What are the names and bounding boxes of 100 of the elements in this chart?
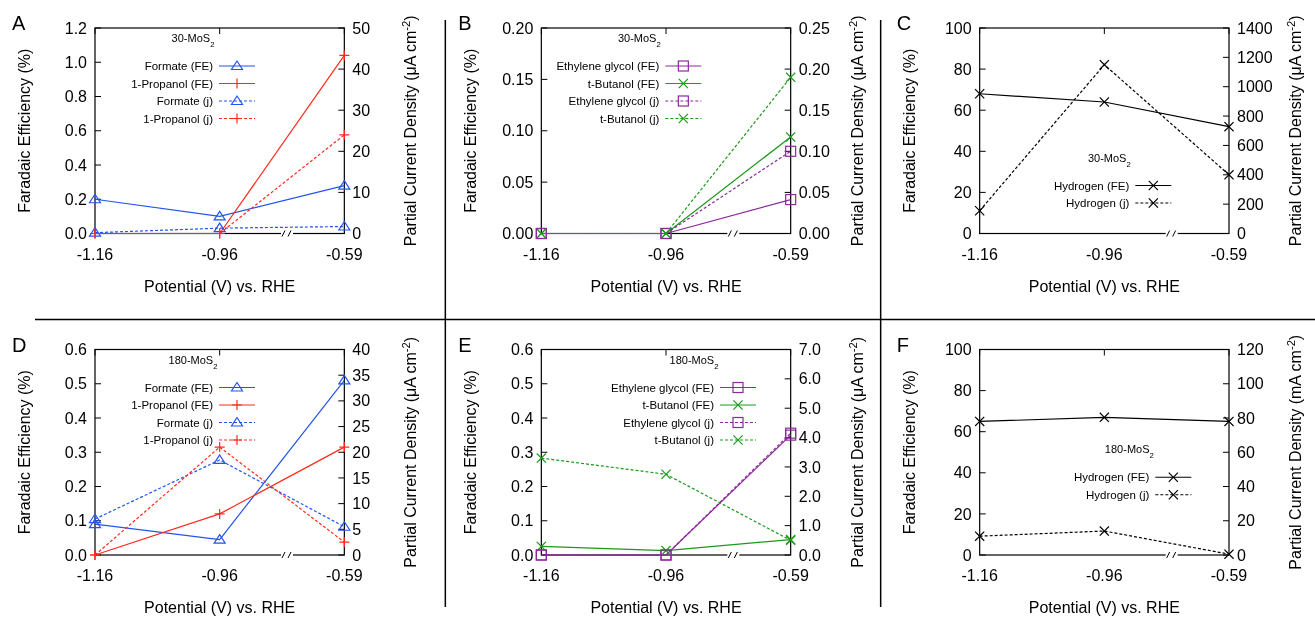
y-tick-label: 100 — [944, 19, 972, 37]
x-tick-label: -0.59 — [772, 245, 809, 263]
y-tick-label: 0.6 — [511, 341, 534, 359]
x-axis-title: Potential (V) vs. RHE — [590, 599, 742, 616]
y2-tick-label: 1400 — [1237, 19, 1273, 37]
x-axis-title: Potential (V) vs. RHE — [1028, 277, 1180, 295]
legend-label: 1-Propanol (j) — [143, 112, 214, 125]
legend-label: t-Butanol (j) — [599, 112, 660, 125]
y-tick-label: 0.05 — [502, 173, 534, 191]
legend-label: Hydrogen (FE) — [1073, 471, 1150, 484]
y-tick-label: 0.1 — [64, 512, 88, 530]
y-axis-title: Faradaic Efficiency (%) — [900, 370, 918, 535]
legend-label: 1-Propanol (FE) — [131, 77, 214, 90]
y-tick-label: 0.0 — [511, 546, 534, 564]
y2-tick-label: 0.10 — [798, 142, 830, 160]
y2-tick-label: 120 — [1237, 341, 1264, 359]
y-tick-label: 20 — [953, 505, 972, 523]
legend-label: Formate (FE) — [144, 381, 214, 394]
y-tick-label: 0.0 — [64, 225, 88, 243]
y2-tick-label: 40 — [352, 60, 371, 78]
y-tick-label: 0.3 — [511, 443, 534, 461]
y-tick-label: 0.0 — [64, 546, 88, 564]
y-axis-title: Faradaic Efficiency (%) — [16, 370, 33, 535]
x-tick-label: -0.96 — [201, 245, 238, 263]
chart-title: E — [458, 333, 472, 356]
y2-tick-label: 15 — [352, 469, 371, 487]
x-axis-title: Potential (V) vs. RHE — [144, 599, 296, 616]
legend-label: t-Butanol (FE) — [642, 399, 715, 412]
y-tick-label: 80 — [953, 382, 972, 400]
y-tick-label: 40 — [953, 142, 972, 160]
y2-tick-label: 10 — [352, 495, 371, 513]
chart-title: C — [896, 12, 912, 34]
x-axis-title: Potential (V) vs. RHE — [1028, 599, 1180, 616]
y-tick-label: 0.5 — [511, 375, 534, 393]
legend-label: Hydrogen (FE) — [1053, 179, 1130, 192]
y-tick-label: 0.8 — [64, 88, 88, 106]
y2-tick-label: 60 — [1237, 443, 1255, 461]
x-tick-label: -0.96 — [1086, 567, 1123, 584]
x-tick-label: -1.16 — [961, 245, 998, 263]
y2-tick-label: 0 — [1237, 225, 1246, 243]
y-axis-title: Faradaic Efficiency (%) — [16, 48, 33, 213]
chart-title: D — [12, 333, 27, 356]
y2-tick-label: 35 — [352, 366, 371, 384]
y-tick-label: 0.6 — [64, 341, 88, 359]
x-tick-label: -1.16 — [76, 567, 114, 584]
legend-title: 180-MoS$_{2}$ — [168, 353, 218, 370]
legend-label: Formate (j) — [156, 416, 214, 429]
y-tick-label: 20 — [953, 184, 972, 201]
y2-tick-label: 0 — [1237, 546, 1246, 564]
chart-title: A — [12, 12, 26, 34]
y-tick-label: 1.0 — [64, 53, 88, 71]
chart-title: F — [896, 333, 909, 356]
y-tick-label: 0.00 — [502, 225, 534, 243]
y2-tick-label: 400 — [1237, 166, 1264, 184]
y-tick-label: 0.4 — [64, 409, 88, 427]
y2-tick-label: 40 — [1237, 478, 1255, 496]
y2-tick-label: 50 — [352, 19, 371, 37]
x-tick-label: -0.96 — [201, 567, 238, 584]
y-tick-label: 0.6 — [64, 122, 88, 140]
x-tick-label: -1.16 — [523, 245, 560, 263]
legend-label: Ethylene glycol (j) — [568, 95, 660, 108]
y-tick-label: 0.2 — [64, 190, 88, 208]
y2-tick-label: 1200 — [1237, 48, 1273, 66]
y2-tick-label: 1.0 — [798, 517, 822, 535]
y2-tick-label: 20 — [352, 142, 371, 160]
y2-tick-label: 5.0 — [798, 399, 822, 417]
y-axis-title: Faradaic Efficiency (%) — [900, 48, 918, 213]
y2-tick-label: 100 — [1237, 375, 1264, 393]
legend-title: 30-MoS$_{2}$ — [171, 32, 215, 49]
x-tick-label: -1.16 — [76, 245, 114, 263]
y-axis-title: Faradaic Efficiency (%) — [462, 370, 480, 535]
y2-tick-label: 6.0 — [798, 370, 822, 388]
y-tick-label: 0.3 — [64, 443, 88, 461]
y2-tick-label: 2.0 — [798, 487, 822, 505]
y-axis-title: Faradaic Efficiency (%) — [462, 48, 480, 213]
legend-label: Ethylene glycol (j) — [623, 416, 715, 429]
y-tick-label: 0.2 — [511, 478, 534, 496]
y2-tick-label: 200 — [1237, 195, 1264, 213]
y2-tick-label: 25 — [352, 418, 371, 436]
x-tick-label: -0.96 — [647, 245, 685, 263]
y2-tick-label: 0 — [352, 225, 362, 243]
y-tick-label: 60 — [953, 423, 972, 441]
y2-tick-label: 800 — [1237, 107, 1264, 125]
x-tick-label: -1.16 — [961, 567, 998, 584]
y2-tick-label: 30 — [352, 392, 371, 410]
y-tick-label: 0.15 — [502, 70, 534, 88]
x-tick-label: -0.59 — [326, 245, 363, 263]
y2-tick-label: 80 — [1237, 409, 1255, 427]
y-tick-label: 60 — [953, 101, 972, 119]
legend-title: 180-MoS$_{2}$ — [1104, 443, 1154, 460]
y2-tick-label: 0.20 — [798, 60, 830, 78]
y-tick-label: 80 — [953, 60, 972, 78]
y2-tick-label: 40 — [352, 341, 371, 359]
x-axis-title: Potential (V) vs. RHE — [590, 277, 742, 295]
legend-label: Hydrogen (j) — [1066, 197, 1130, 210]
y2-tick-label: 4.0 — [798, 429, 822, 447]
y2-tick-label: 0.25 — [798, 19, 830, 37]
x-tick-label: -0.96 — [647, 567, 685, 584]
legend-label: t-Butanol (j) — [654, 434, 715, 447]
legend-label: Hydrogen (j) — [1086, 488, 1150, 501]
